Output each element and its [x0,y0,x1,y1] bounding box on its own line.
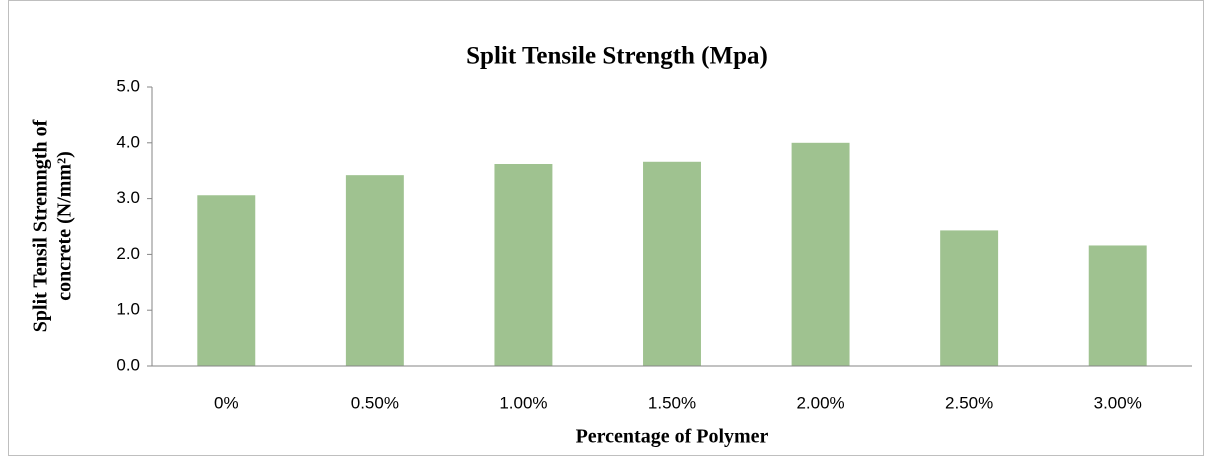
bar [791,142,850,366]
bar [197,195,256,366]
x-tick-label: 2.50% [945,393,993,412]
x-tick-label: 0% [214,393,239,412]
x-tick-label: 3.00% [1094,393,1142,412]
bar [494,164,553,366]
x-tick-label: 0.50% [351,393,399,412]
chart-title: Split Tensile Strength (Mpa) [466,43,768,70]
y-tick-label: 5.0 [116,76,140,95]
x-tick-label: 2.00% [796,393,844,412]
bar [345,175,404,366]
bar [940,230,999,366]
x-tick-label: 1.50% [648,393,696,412]
y-tick-label: 2.0 [116,244,140,263]
y-tick-label: 1.0 [116,300,140,319]
y-tick-label: 0.0 [116,355,140,374]
x-axis-label: Percentage of Polymer [576,426,769,448]
y-axis-label: Split Tensil Stremngth of [30,119,52,332]
chart-frame [8,0,1204,456]
bar [1088,245,1147,366]
y-tick-label: 3.0 [116,188,140,207]
x-tick-label: 1.00% [499,393,547,412]
y-axis-label: concrete (N/mm²) [54,151,76,300]
y-tick-label: 4.0 [116,132,140,151]
bar [643,161,701,366]
